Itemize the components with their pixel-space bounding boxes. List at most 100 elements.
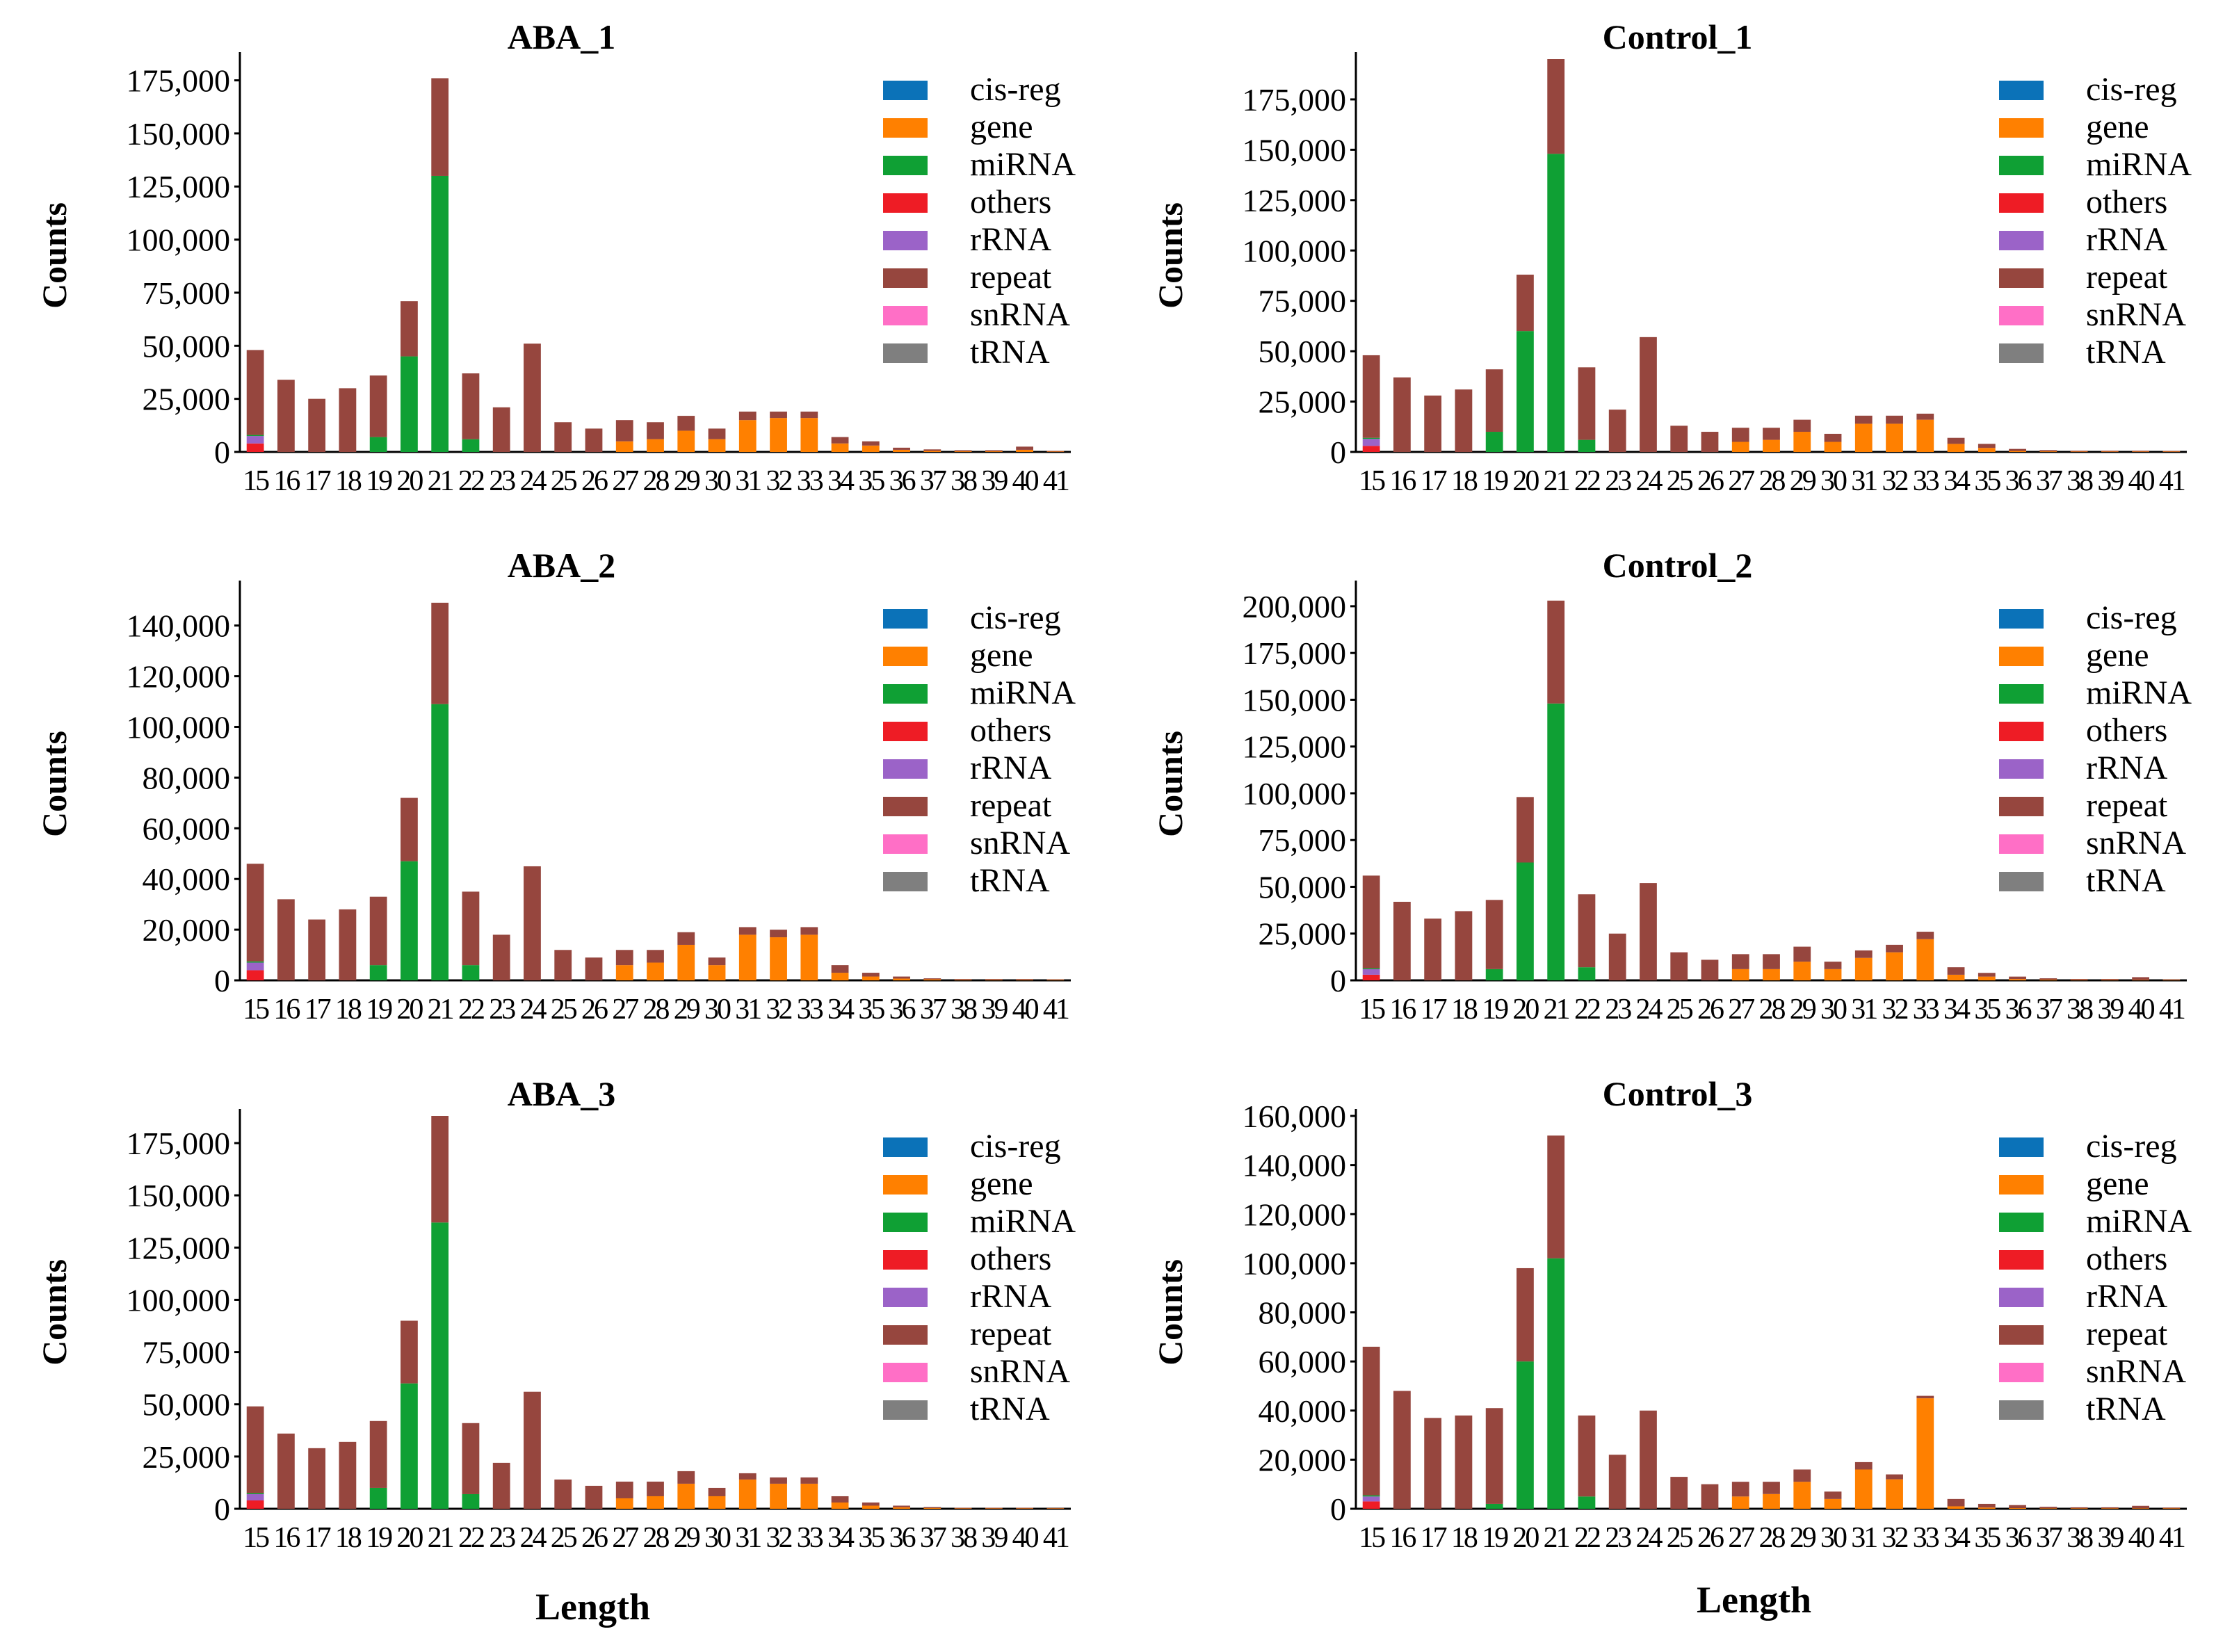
bar-gene-29 (1793, 962, 1811, 980)
bar-gene-31 (1854, 1469, 1873, 1509)
legend-swatch-repeat (883, 797, 928, 816)
x-tick-label: 15 (1359, 465, 1385, 497)
legend-label-others: others (2086, 712, 2167, 749)
chart-aba-1: ABA_1 Counts 0 25,000 50,000 75,000 100,000 125… (0, 0, 1116, 528)
bar-repeat-34 (1947, 1498, 1965, 1507)
x-tick-label: 25 (551, 1522, 577, 1554)
bar-repeat-18 (1455, 1415, 1473, 1509)
y-tick-label: 25,000 (143, 1439, 231, 1475)
x-tick-label: 25 (1667, 465, 1693, 497)
legend-label-mirna: miRNA (2086, 1203, 2192, 1240)
bar-repeat-40 (2132, 1505, 2150, 1509)
bar-repeat-26 (585, 957, 603, 980)
bar-repeat-38 (954, 979, 972, 980)
y-tick-label: 50,000 (143, 328, 231, 364)
x-tick-label: 21 (1544, 465, 1569, 497)
bar-repeat-30 (708, 957, 726, 966)
legend-swatch-others (883, 1250, 928, 1270)
x-tick-label: 27 (1728, 1522, 1754, 1554)
y-tick-label: 125,000 (1243, 729, 1347, 765)
bar-gene-35 (1978, 448, 1996, 452)
legend-label-mirna: miRNA (970, 1203, 1076, 1240)
x-tick-label: 32 (766, 465, 792, 497)
bar-gene-36 (893, 1507, 910, 1509)
legend-label-rrna: rRNA (970, 750, 1052, 786)
legend-label-gene: gene (2086, 637, 2149, 674)
x-tick-label: 30 (1820, 994, 1847, 1026)
bar-gene-27 (1731, 442, 1749, 452)
bar-mirna-20 (1517, 331, 1534, 452)
legend-swatch-gene (1999, 1175, 2044, 1195)
bar-repeat-34 (831, 965, 849, 973)
legend-label-cis-reg: cis-reg (2086, 1128, 2177, 1165)
bar-mirna-15 (246, 1493, 264, 1494)
bar-repeat-25 (1670, 952, 1688, 980)
x-tick-label: 22 (1574, 1522, 1600, 1554)
x-tick-label: 32 (1882, 994, 1908, 1026)
y-tick-label: 100,000 (127, 1282, 231, 1318)
legend-swatch-mirna (883, 1213, 928, 1232)
bar-mirna-19 (1485, 969, 1503, 980)
y-tick-label: 50,000 (1259, 334, 1347, 369)
bar-repeat-15 (1362, 355, 1380, 438)
y-tick-label: 175,000 (127, 63, 231, 99)
legend-label-mirna: miRNA (970, 146, 1076, 183)
bar-mirna-22 (462, 965, 480, 980)
bar-repeat-23 (492, 934, 510, 980)
legend-swatch-gene (883, 118, 928, 138)
legend-swatch-trna (883, 872, 928, 891)
bar-mirna-19 (1485, 1503, 1503, 1509)
bar-gene-33 (1916, 939, 1934, 980)
bar-repeat-38 (2070, 1507, 2088, 1509)
legend-swatch-others (1999, 1250, 2044, 1270)
bar-repeat-40 (2132, 977, 2150, 980)
legend-swatch-snrna (883, 834, 928, 854)
bar-gene-38 (954, 1508, 972, 1509)
y-tick-label: 25,000 (143, 382, 231, 417)
x-tick-label: 39 (981, 1522, 1008, 1554)
legend-swatch-trna (1999, 1400, 2044, 1420)
bar-mirna-21 (1547, 703, 1565, 980)
legend-label-repeat: repeat (2086, 1315, 2168, 1352)
bar-repeat-36 (2009, 976, 2026, 980)
bar-repeat-15 (246, 1406, 264, 1493)
y-tick-label: 40,000 (1259, 1393, 1347, 1429)
bar-repeat-41 (1046, 1507, 1065, 1509)
legend-label-trna: tRNA (970, 862, 1050, 899)
bar-repeat-35 (862, 441, 880, 446)
bar-repeat-31 (1854, 1461, 1873, 1470)
x-tick-label: 27 (612, 465, 638, 497)
bar-repeat-39 (2101, 979, 2119, 980)
legend-swatch-cis-reg (1999, 81, 2044, 100)
x-tick-label: 24 (1635, 465, 1663, 497)
bar-repeat-31 (738, 1473, 757, 1480)
legend-label-snrna: snRNA (2086, 1353, 2186, 1390)
bar-gene-34 (1947, 444, 1965, 452)
bar-gene-32 (1886, 952, 1903, 980)
x-tick-label: 35 (1974, 465, 2000, 497)
bar-gene-37 (2039, 451, 2057, 452)
bar-repeat-20 (1517, 1268, 1534, 1362)
bar-repeat-28 (1763, 1482, 1780, 1494)
x-tick-label: 30 (1820, 1522, 1847, 1554)
y-tick-label: 0 (1330, 435, 1346, 470)
bar-gene-36 (2009, 979, 2026, 980)
bar-repeat-19 (369, 375, 387, 437)
y-tick-label: 0 (214, 963, 230, 998)
x-tick-label: 36 (889, 465, 916, 497)
y-tick-label: 120,000 (127, 659, 231, 695)
bar-gene-27 (1731, 969, 1749, 980)
bar-repeat-34 (831, 1496, 849, 1503)
chart-title: Control_3 (1603, 1074, 1753, 1113)
bar-repeat-32 (1886, 1474, 1903, 1480)
bar-gene-38 (2070, 1508, 2088, 1509)
legend-label-snrna: snRNA (970, 1353, 1070, 1390)
bar-repeat-22 (462, 1423, 480, 1494)
legend-label-cis-reg: cis-reg (970, 1128, 1061, 1165)
bar-repeat-33 (800, 927, 818, 935)
y-tick-label: 50,000 (143, 1387, 231, 1423)
x-tick-label: 22 (458, 994, 484, 1026)
chart-title: ABA_3 (508, 1074, 616, 1113)
bar-repeat-27 (1731, 428, 1749, 442)
x-tick-label: 30 (704, 1522, 731, 1554)
